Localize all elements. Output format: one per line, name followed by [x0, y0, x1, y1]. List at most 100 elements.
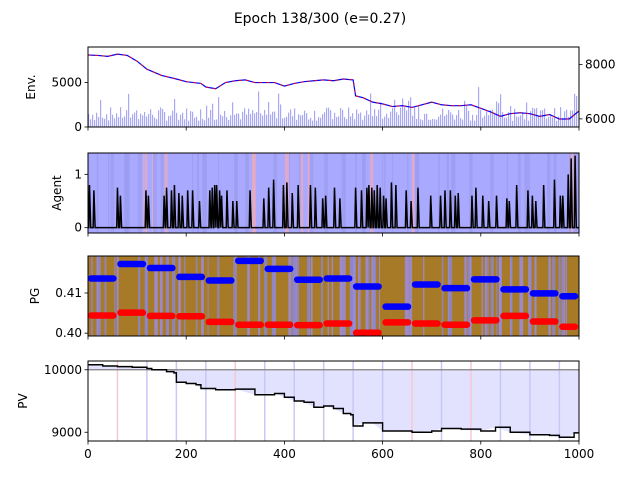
volume-bar — [420, 119, 422, 127]
pg-band — [468, 256, 470, 336]
volume-bar — [504, 117, 506, 127]
volume-bar — [142, 115, 144, 127]
volume-bar — [326, 107, 328, 127]
volume-bar — [162, 108, 164, 127]
volume-bar — [266, 114, 268, 127]
volume-bar — [474, 120, 476, 127]
plot-area-env — [88, 53, 579, 127]
pg-band — [98, 256, 101, 336]
volume-bar — [556, 120, 558, 127]
volume-bar — [464, 100, 466, 127]
volume-bar — [322, 114, 324, 127]
agent-band — [137, 153, 142, 233]
pv-line — [88, 364, 579, 438]
volume-bar — [232, 102, 234, 127]
volume-bar — [440, 114, 442, 127]
volume-bar — [258, 91, 260, 127]
pg-band — [258, 256, 261, 336]
volume-bar — [438, 116, 440, 127]
volume-bar — [136, 110, 138, 127]
volume-bar — [544, 108, 546, 127]
pg-band — [373, 256, 377, 336]
volume-bar — [548, 116, 550, 127]
agent-band — [244, 153, 248, 233]
volume-bar — [108, 120, 110, 127]
agent-band — [392, 153, 394, 233]
volume-bar — [526, 102, 528, 127]
agent-band — [446, 153, 448, 233]
volume-bar — [490, 109, 492, 127]
volume-bar — [382, 118, 384, 127]
volume-bar — [276, 118, 278, 127]
agent-band — [126, 153, 128, 233]
agent-band — [196, 153, 200, 233]
agent-band — [452, 153, 456, 233]
pg-band — [519, 256, 523, 336]
volume-bar — [310, 117, 312, 127]
volume-bar — [308, 119, 310, 127]
pg-band — [114, 256, 116, 336]
pg-band — [371, 256, 375, 336]
volume-bar — [486, 111, 488, 127]
volume-bar — [194, 117, 196, 127]
pg-band — [358, 256, 360, 336]
volume-bar — [342, 109, 344, 127]
agent-band — [300, 153, 304, 233]
volume-bar — [156, 119, 158, 127]
pg-band — [138, 256, 141, 336]
volume-bar — [394, 99, 396, 127]
pg-band — [486, 256, 489, 336]
volume-bar — [286, 116, 288, 127]
volume-bar — [184, 119, 186, 127]
volume-bar — [514, 108, 516, 127]
pg-band — [378, 256, 381, 336]
volume-bar — [230, 115, 232, 127]
agent-band — [548, 153, 551, 233]
pg-band — [272, 256, 275, 336]
pg-band — [490, 256, 494, 336]
volume-bar — [518, 116, 520, 127]
pg-band — [154, 256, 158, 336]
pg-band — [350, 256, 353, 336]
agent-band — [107, 153, 110, 233]
volume-bar — [158, 110, 160, 127]
volume-bar — [340, 108, 342, 127]
pg-band — [184, 256, 186, 336]
volume-bar — [454, 119, 456, 127]
volume-bar — [568, 116, 570, 127]
volume-bar — [384, 116, 386, 127]
volume-bar — [354, 119, 356, 127]
volume-bar — [530, 111, 532, 127]
volume-bar — [332, 119, 334, 127]
volume-bar — [118, 117, 120, 127]
volume-bar — [396, 112, 398, 127]
volume-bar — [508, 112, 510, 127]
pg-band — [207, 256, 209, 336]
agent-band — [307, 153, 311, 233]
volume-bar — [150, 109, 152, 127]
volume-bar — [90, 119, 92, 127]
volume-bar — [262, 115, 264, 127]
volume-bar — [176, 112, 178, 127]
volume-bar — [392, 108, 394, 127]
volume-bar — [300, 115, 302, 127]
volume-bar — [558, 116, 560, 127]
volume-bar — [280, 104, 282, 127]
volume-bar — [446, 114, 448, 127]
agent-band — [218, 153, 220, 233]
volume-bar — [412, 115, 414, 127]
volume-bar — [152, 114, 154, 127]
volume-bar — [320, 117, 322, 127]
pg-band — [201, 256, 204, 336]
volume-bar — [96, 112, 98, 127]
volume-bar — [160, 107, 162, 127]
volume-bar — [572, 110, 574, 127]
volume-bar — [554, 108, 556, 127]
volume-bar — [428, 119, 430, 127]
volume-bar — [388, 117, 390, 127]
volume-bar — [414, 107, 416, 127]
volume-bar — [364, 115, 366, 127]
volume-bar — [154, 117, 156, 127]
volume-bar — [562, 118, 564, 127]
volume-bar — [372, 116, 374, 127]
